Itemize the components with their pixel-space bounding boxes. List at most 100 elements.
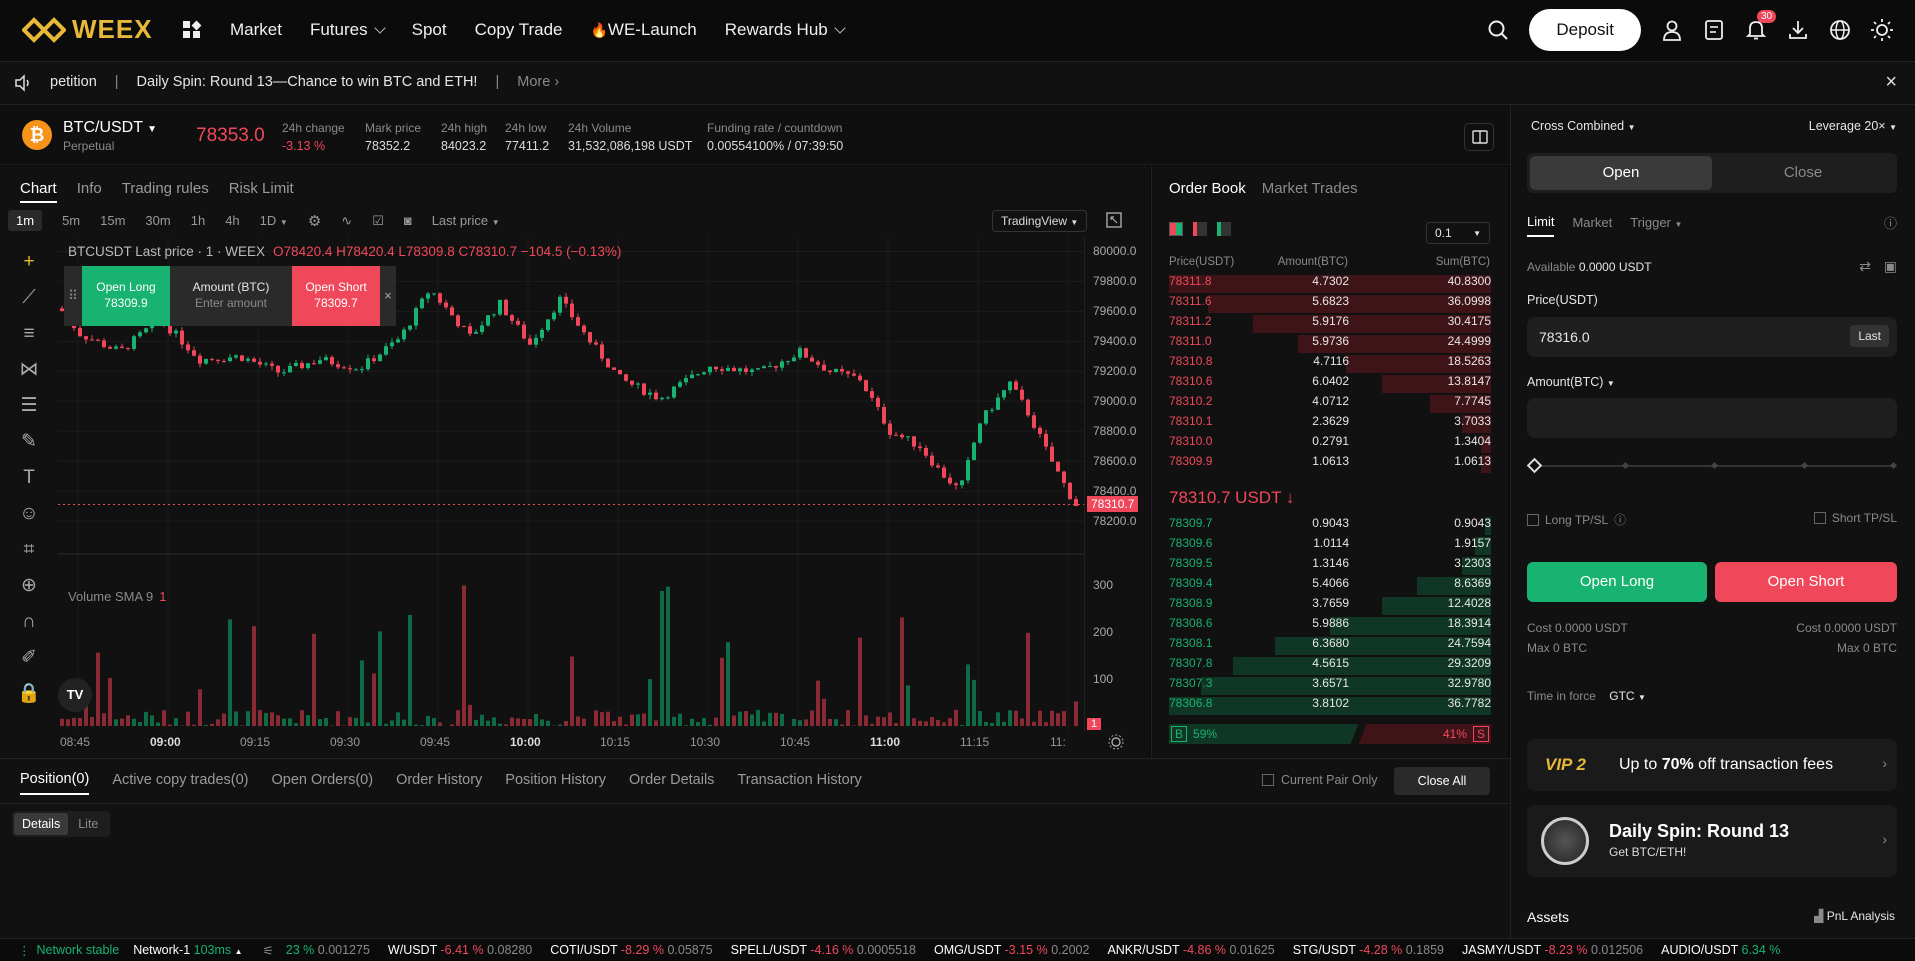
- tab-order-history[interactable]: Order History: [396, 772, 483, 788]
- price-input[interactable]: 78316.0 Last: [1527, 317, 1897, 357]
- amount-input[interactable]: [1527, 398, 1897, 438]
- tab-market-trades[interactable]: Market Trades: [1261, 180, 1358, 197]
- drag-handle-icon[interactable]: ⠿: [68, 288, 78, 303]
- current-pair-only-checkbox[interactable]: Current Pair Only: [1262, 773, 1378, 787]
- ask-row[interactable]: 78311.2 5.9176 30.4175: [1152, 314, 1509, 334]
- announcement-daily-spin[interactable]: Daily Spin: Round 13—Chance to win BTC a…: [136, 74, 478, 90]
- globe-icon[interactable]: [1829, 19, 1851, 41]
- tab-order-book[interactable]: Order Book: [1169, 180, 1246, 197]
- footer-ticker-item[interactable]: JASMY/USDT -8.23 % 0.012506: [1462, 943, 1643, 957]
- tab-open-orders[interactable]: Open Orders(0): [271, 772, 374, 788]
- quick-open-long-button[interactable]: Open Long 78309.9: [82, 266, 170, 326]
- ticker-settings-icon[interactable]: ⚟: [262, 943, 274, 958]
- chart-plot-area[interactable]: BTCUSDT Last price · 1 · WEEX O78420.4 H…: [58, 236, 1084, 732]
- amount-unit-select[interactable]: Amount(BTC) ▼: [1527, 375, 1615, 389]
- tradingview-logo-icon[interactable]: TV: [58, 678, 92, 712]
- trendline-icon[interactable]: ⟋: [22, 287, 36, 308]
- pair-selector[interactable]: BTC/USDT ▼ Perpetual: [63, 119, 157, 153]
- text-icon[interactable]: T: [23, 467, 35, 488]
- camera-icon[interactable]: ◙: [403, 213, 412, 228]
- brush-icon[interactable]: ✎: [21, 431, 37, 452]
- view-details[interactable]: Details: [14, 813, 69, 835]
- timeframe-4h[interactable]: 4h: [225, 213, 240, 228]
- slider-handle[interactable]: [1526, 457, 1543, 474]
- open-short-button[interactable]: Open Short: [1715, 562, 1897, 602]
- tab-open[interactable]: Open: [1530, 156, 1712, 190]
- apps-grid-icon[interactable]: [182, 20, 202, 40]
- open-long-button[interactable]: Open Long: [1527, 562, 1707, 602]
- view-bids-icon[interactable]: [1217, 222, 1231, 236]
- tab-active-copy-trades[interactable]: Active copy trades(0): [112, 772, 249, 788]
- quick-open-short-button[interactable]: Open Short 78309.7: [292, 266, 380, 326]
- view-asks-icon[interactable]: [1193, 222, 1207, 236]
- tab-close[interactable]: Close: [1783, 164, 1823, 181]
- chart-settings-icon[interactable]: [1108, 734, 1124, 750]
- ask-row[interactable]: 78311.6 5.6823 36.0998: [1152, 294, 1509, 314]
- ruler-icon[interactable]: ⌗: [23, 539, 35, 560]
- deposit-button[interactable]: Deposit: [1529, 9, 1641, 51]
- more-link[interactable]: More ›: [517, 74, 559, 90]
- ask-row[interactable]: 78311.0 5.9736 24.4999: [1152, 334, 1509, 354]
- timeframe-5m[interactable]: 5m: [62, 213, 81, 228]
- bid-row[interactable]: 78308.1 6.3680 24.7594: [1152, 636, 1509, 656]
- ask-row[interactable]: 78309.9 1.0613 1.0613: [1152, 454, 1509, 474]
- pattern-icon[interactable]: ⋈: [19, 359, 39, 380]
- crosshair-icon[interactable]: +: [23, 251, 35, 272]
- precision-select[interactable]: 0.1 ▼: [1426, 222, 1490, 244]
- fullscreen-icon[interactable]: [1106, 212, 1122, 228]
- search-icon[interactable]: [1487, 19, 1509, 41]
- order-type-limit[interactable]: Limit: [1527, 214, 1555, 237]
- footer-ticker-item[interactable]: AUDIO/USDT 6.34 %: [1661, 943, 1780, 957]
- nav-market[interactable]: Market: [230, 20, 282, 39]
- nav-copy-trade[interactable]: Copy Trade: [474, 20, 563, 39]
- emoji-icon[interactable]: ☺: [19, 503, 39, 524]
- template-icon[interactable]: ☑: [372, 212, 384, 228]
- transfer-icon[interactable]: ⇄: [1859, 258, 1871, 274]
- close-all-button[interactable]: Close All: [1394, 767, 1490, 795]
- timeframe-1m[interactable]: 1m: [8, 210, 43, 231]
- bid-row[interactable]: 78306.8 3.8102 36.7782: [1152, 696, 1509, 716]
- bid-row[interactable]: 78308.9 3.7659 12.4028: [1152, 596, 1509, 616]
- price-type-select[interactable]: Last price ▼: [432, 213, 500, 228]
- nav-spot[interactable]: Spot: [411, 20, 447, 39]
- notifications[interactable]: 30: [1745, 9, 1777, 43]
- long-tpsl-checkbox[interactable]: Long TP/SL ⓘ: [1527, 511, 1626, 528]
- nav-we-launch[interactable]: 🔥WE-Launch: [590, 20, 696, 40]
- tif-select[interactable]: GTC ▼: [1609, 689, 1646, 703]
- tab-position[interactable]: Position(0): [20, 771, 90, 795]
- bid-row[interactable]: 78308.6 5.9886 18.3914: [1152, 616, 1509, 636]
- margin-mode-select[interactable]: Cross Combined ▼: [1531, 119, 1636, 133]
- footer-ticker-item[interactable]: STG/USDT -4.28 % 0.1859: [1293, 943, 1444, 957]
- bid-row[interactable]: 78309.4 5.4066 8.6369: [1152, 576, 1509, 596]
- indicators-icon[interactable]: ∿: [341, 212, 353, 228]
- lock-pencil-icon[interactable]: ✐: [21, 647, 37, 668]
- tab-chart[interactable]: Chart: [20, 180, 57, 203]
- tab-transaction-history[interactable]: Transaction History: [737, 772, 862, 788]
- view-lite[interactable]: Lite: [78, 817, 99, 831]
- timeframe-30m[interactable]: 30m: [145, 213, 171, 228]
- announcement-partial[interactable]: petition: [50, 74, 97, 90]
- last-price-button[interactable]: Last: [1850, 325, 1889, 347]
- tab-trading-rules[interactable]: Trading rules: [121, 180, 209, 197]
- network-select[interactable]: Network-1 103ms ▲: [133, 943, 242, 957]
- short-tpsl-checkbox[interactable]: Short TP/SL: [1813, 511, 1897, 525]
- ask-row[interactable]: 78311.8 4.7302 40.8300: [1152, 274, 1509, 294]
- tradingview-select[interactable]: TradingView ▼: [992, 210, 1088, 232]
- vip-banner[interactable]: VIP 2 Up to 70% off transaction fees ›: [1527, 739, 1897, 791]
- ask-row[interactable]: 78310.2 4.0712 7.7745: [1152, 394, 1509, 414]
- order-type-market[interactable]: Market: [1572, 215, 1613, 230]
- footer-ticker-item[interactable]: 23 % 0.001275: [286, 943, 370, 957]
- horizontal-lines-icon[interactable]: ≡: [23, 323, 35, 344]
- timeframe-1d[interactable]: 1D ▼: [260, 213, 288, 228]
- tab-order-details[interactable]: Order Details: [629, 772, 715, 788]
- footer-ticker-item[interactable]: ANKR/USDT -4.86 % 0.01625: [1107, 943, 1274, 957]
- order-type-trigger[interactable]: Trigger ▼: [1630, 215, 1682, 236]
- view-both-icon[interactable]: [1169, 222, 1183, 236]
- tab-risk-limit[interactable]: Risk Limit: [228, 180, 294, 197]
- ask-row[interactable]: 78310.6 6.0402 13.8147: [1152, 374, 1509, 394]
- nav-futures[interactable]: Futures: [310, 20, 386, 40]
- weex-logo[interactable]: WEEX: [22, 14, 153, 45]
- tab-info[interactable]: Info: [76, 180, 102, 197]
- sun-icon[interactable]: [1871, 19, 1893, 41]
- calculator-icon[interactable]: ▣: [1883, 258, 1897, 274]
